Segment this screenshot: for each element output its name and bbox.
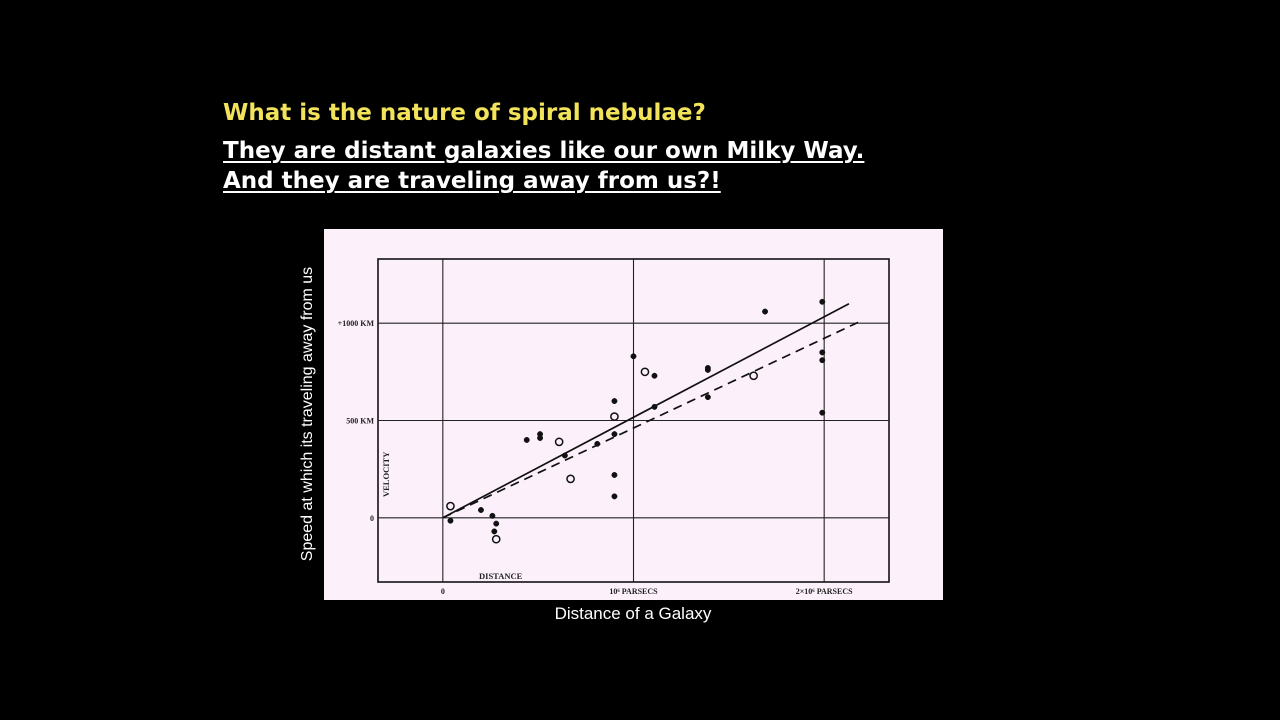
filled-point-18 bbox=[704, 366, 711, 373]
open-point-0 bbox=[446, 501, 455, 511]
y-axis-title: VELOCITY bbox=[381, 452, 391, 497]
slide-answer-line-1: They are distant galaxies like our own M… bbox=[223, 138, 865, 164]
open-point-2 bbox=[554, 437, 564, 447]
filled-point-22 bbox=[819, 349, 826, 356]
filled-point-21 bbox=[819, 298, 826, 305]
filled-point-11 bbox=[611, 472, 618, 478]
slide-answer-line-2: And they are traveling away from us?! bbox=[223, 168, 721, 194]
open-point-5 bbox=[640, 367, 650, 377]
filled-point-3 bbox=[493, 520, 500, 527]
x-tick-label-0: 0 bbox=[441, 587, 445, 596]
filled-point-2 bbox=[489, 512, 496, 519]
y-tick-label-0: 0 bbox=[370, 514, 374, 523]
x-tick-label-2: 2×10⁶ PARSECS bbox=[796, 587, 853, 596]
filled-point-7 bbox=[537, 435, 544, 441]
filled-point-15 bbox=[651, 372, 658, 379]
fit-line-solid bbox=[442, 303, 850, 519]
filled-point-16 bbox=[651, 403, 658, 410]
slide-question: What is the nature of spiral nebulae? bbox=[223, 100, 706, 126]
x-axis-title: DISTANCE bbox=[479, 571, 523, 581]
filled-point-19 bbox=[704, 394, 711, 401]
open-point-3 bbox=[566, 474, 575, 484]
filled-point-0 bbox=[447, 517, 454, 524]
filled-point-13 bbox=[611, 431, 618, 438]
filled-point-12 bbox=[611, 493, 618, 500]
fit-line-dashed bbox=[442, 320, 861, 519]
filled-point-24 bbox=[819, 409, 826, 416]
filled-point-5 bbox=[523, 437, 530, 443]
filled-point-23 bbox=[819, 357, 826, 364]
filled-point-14 bbox=[630, 353, 637, 360]
filled-point-8 bbox=[561, 452, 568, 459]
filled-point-9 bbox=[594, 440, 601, 447]
hubble-plot: 0 500 KM +1000 KM 0 10⁶ PARSECS 2×10⁶ PARSECS… bbox=[324, 229, 943, 600]
x-caption: Distance of a Galaxy bbox=[554, 604, 712, 623]
y-tick-label-2: +1000 KM bbox=[338, 319, 375, 328]
filled-point-20 bbox=[762, 308, 769, 315]
open-point-6 bbox=[749, 371, 758, 381]
filled-point-4 bbox=[491, 528, 498, 535]
y-caption: Speed at which its traveling away from u… bbox=[299, 266, 316, 562]
hubble-chart-svg: 0 500 KM +1000 KM 0 10⁶ PARSECS 2×10⁶ PARSECS… bbox=[338, 258, 890, 596]
filled-point-1 bbox=[478, 507, 484, 513]
open-point-4 bbox=[610, 412, 619, 421]
open-point-1 bbox=[491, 534, 501, 544]
x-tick-label-1: 10⁶ PARSECS bbox=[609, 587, 658, 596]
filled-point-10 bbox=[611, 398, 618, 404]
y-tick-label-1: 500 KM bbox=[346, 417, 374, 426]
